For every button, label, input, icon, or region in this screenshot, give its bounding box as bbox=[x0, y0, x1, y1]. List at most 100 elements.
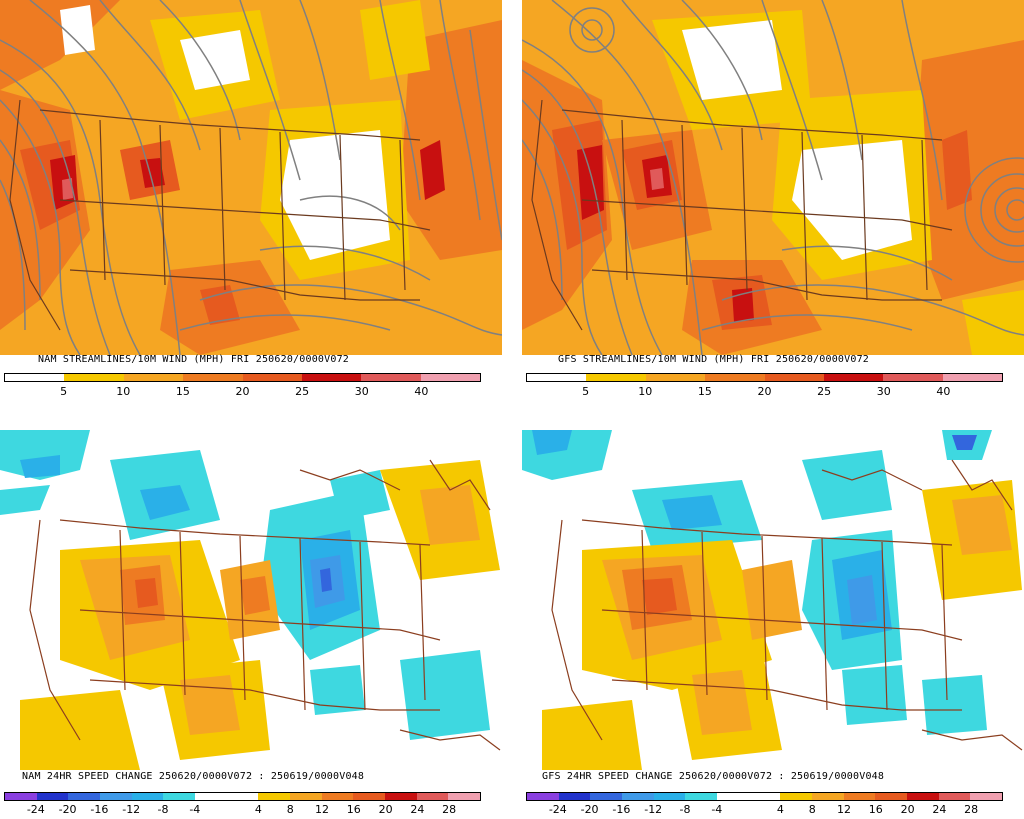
colorbar-tick: 25 bbox=[295, 385, 310, 398]
colorbar-tick: 24 bbox=[410, 803, 425, 816]
colorbar-tick-labels: -24 -20 -16 -12 -8 -4 4 8 12 16 20 24 28 bbox=[526, 803, 1003, 817]
colorbar-swatch bbox=[290, 793, 322, 800]
colorbar-tick: 16 bbox=[346, 803, 361, 816]
colorbar-tick: 8 bbox=[808, 803, 816, 816]
colorbar-tick: -24 bbox=[26, 803, 45, 816]
colorbar-swatch bbox=[970, 793, 1003, 800]
colorbar-tick: 20 bbox=[757, 385, 772, 398]
colorbar-tick: -16 bbox=[90, 803, 109, 816]
colorbar-tick: -20 bbox=[58, 803, 77, 816]
colorbar-swatch bbox=[361, 374, 421, 381]
colorbar-swatch bbox=[353, 793, 386, 800]
change-colorbar bbox=[526, 792, 1003, 801]
colorbar-tick: -4 bbox=[189, 803, 201, 816]
panel-gfs-streamlines: GFS STREAMLINES/10M WIND (MPH) FRI 25062… bbox=[522, 0, 1024, 400]
colorbar-tick: 12 bbox=[837, 803, 852, 816]
colorbar-tick: -24 bbox=[548, 803, 567, 816]
colorbar-swatch bbox=[226, 793, 259, 800]
panel-gfs-change: GFS 24HR SPEED CHANGE 250620/0000V072 : … bbox=[522, 430, 1024, 819]
colorbar-tick: 4 bbox=[254, 803, 262, 816]
colorbar-tick: -16 bbox=[612, 803, 631, 816]
colorbar-tick: 10 bbox=[116, 385, 131, 398]
colorbar-tick: -12 bbox=[122, 803, 141, 816]
colorbar-swatch bbox=[5, 374, 65, 381]
colorbar-swatch bbox=[705, 374, 765, 381]
colorbar-swatch bbox=[883, 374, 943, 381]
colorbar-swatch bbox=[64, 374, 124, 381]
colorbar-swatch bbox=[645, 374, 706, 381]
colorbar-swatch bbox=[558, 793, 591, 800]
colorbar-tick-labels: 5 10 15 20 25 30 40 bbox=[526, 385, 1003, 399]
colorbar-tick: 30 bbox=[354, 385, 369, 398]
colorbar-tick: 5 bbox=[60, 385, 68, 398]
colorbar-swatch bbox=[242, 374, 302, 381]
panel-nam-streamlines: NAM STREAMLINES/10M WIND (MPH) FRI 25062… bbox=[0, 0, 502, 400]
nam-streamline-map bbox=[0, 0, 502, 355]
colorbar-tick: -8 bbox=[157, 803, 169, 816]
panel-title: GFS 24HR SPEED CHANGE 250620/0000V072 : … bbox=[542, 771, 885, 782]
colorbar-swatch bbox=[907, 793, 939, 800]
colorbar-swatch bbox=[448, 793, 481, 800]
colorbar-tick: 30 bbox=[876, 385, 891, 398]
colorbar-swatch bbox=[780, 793, 813, 800]
colorbar-swatch bbox=[385, 793, 417, 800]
colorbar-swatch bbox=[622, 793, 654, 800]
colorbar-swatch bbox=[748, 793, 781, 800]
colorbar-tick: 40 bbox=[936, 385, 951, 398]
colorbar-tick: 20 bbox=[900, 803, 915, 816]
colorbar-tick: 20 bbox=[378, 803, 393, 816]
colorbar-tick: 8 bbox=[286, 803, 294, 816]
colorbar-swatch bbox=[590, 793, 623, 800]
colorbar-swatch bbox=[100, 793, 132, 800]
colorbar-swatch bbox=[301, 374, 362, 381]
colorbar-swatch bbox=[258, 793, 291, 800]
colorbar-tick: -8 bbox=[679, 803, 691, 816]
gfs-streamline-map bbox=[522, 0, 1024, 355]
panel-title: NAM STREAMLINES/10M WIND (MPH) FRI 25062… bbox=[38, 354, 350, 365]
colorbar-tick: 28 bbox=[964, 803, 979, 816]
colorbar-tick: 16 bbox=[868, 803, 883, 816]
colorbar-tick: 4 bbox=[776, 803, 784, 816]
colorbar-tick: 12 bbox=[315, 803, 330, 816]
colorbar-swatch bbox=[685, 793, 718, 800]
colorbar-swatch bbox=[416, 793, 449, 800]
colorbar-swatch bbox=[195, 793, 227, 800]
panel-title: NAM 24HR SPEED CHANGE 250620/0000V072 : … bbox=[22, 771, 365, 782]
colorbar-tick: 15 bbox=[175, 385, 190, 398]
colorbar-swatch bbox=[717, 793, 749, 800]
colorbar-swatch bbox=[527, 374, 587, 381]
colorbar-swatch bbox=[36, 793, 69, 800]
colorbar-tick-labels: 5 10 15 20 25 30 40 bbox=[4, 385, 481, 399]
colorbar-swatch bbox=[321, 793, 354, 800]
colorbar-swatch bbox=[163, 793, 196, 800]
colorbar-swatch bbox=[5, 793, 37, 800]
colorbar-swatch bbox=[527, 793, 559, 800]
panel-nam-change: NAM 24HR SPEED CHANGE 250620/0000V072 : … bbox=[0, 430, 502, 819]
colorbar-tick: -12 bbox=[644, 803, 663, 816]
colorbar-tick: 15 bbox=[697, 385, 712, 398]
colorbar-swatch bbox=[653, 793, 686, 800]
colorbar-tick: 25 bbox=[817, 385, 832, 398]
colorbar-tick: 28 bbox=[442, 803, 457, 816]
colorbar-tick: 40 bbox=[414, 385, 429, 398]
colorbar-swatch bbox=[123, 374, 184, 381]
change-colorbar bbox=[4, 792, 481, 801]
colorbar-swatch bbox=[843, 793, 876, 800]
colorbar-tick: -4 bbox=[711, 803, 723, 816]
colorbar-tick: 24 bbox=[932, 803, 947, 816]
colorbar-tick-labels: -24 -20 -16 -12 -8 -4 4 8 12 16 20 24 28 bbox=[4, 803, 481, 817]
colorbar-tick: 20 bbox=[235, 385, 250, 398]
colorbar-swatch bbox=[183, 374, 243, 381]
colorbar-tick: -20 bbox=[580, 803, 599, 816]
nam-change-map bbox=[0, 430, 502, 770]
colorbar-tick: 10 bbox=[638, 385, 653, 398]
colorbar-swatch bbox=[823, 374, 884, 381]
colorbar-swatch bbox=[586, 374, 646, 381]
colorbar-swatch bbox=[131, 793, 164, 800]
colorbar-swatch bbox=[942, 374, 1002, 381]
colorbar-swatch bbox=[764, 374, 824, 381]
colorbar-tick: 5 bbox=[582, 385, 590, 398]
colorbar-swatch bbox=[938, 793, 971, 800]
colorbar-swatch bbox=[68, 793, 101, 800]
speed-colorbar bbox=[4, 373, 481, 382]
